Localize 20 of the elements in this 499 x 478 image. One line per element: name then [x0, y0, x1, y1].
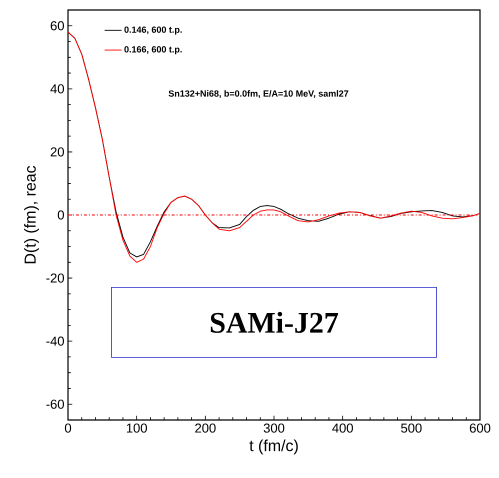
annotation: Sn132+Ni68, b=0.0fm, E/A=10 MeV, saml27 — [168, 90, 348, 98]
y-tick-label: 0 — [58, 210, 64, 220]
x-tick-label: 600 — [470, 424, 490, 433]
x-tick-label: 400 — [332, 424, 353, 433]
y-tick-label: -20 — [46, 273, 64, 283]
x-tick-label: 100 — [126, 424, 147, 433]
x-tick-label: 200 — [195, 424, 216, 433]
y-tick-label: 40 — [50, 84, 64, 94]
x-axis-title: t (fm/c) — [249, 440, 298, 454]
legend-label: 0.146, 600 t.p. — [124, 26, 182, 35]
x-tick-label: 300 — [264, 424, 284, 433]
y-tick-label: -40 — [46, 336, 64, 346]
annotation: SAMi-J27 — [210, 312, 338, 333]
x-tick-label: 0 — [64, 424, 72, 433]
y-tick-label: 60 — [50, 21, 64, 30]
y-tick-label: -60 — [46, 400, 64, 409]
x-tick-label: 500 — [401, 424, 422, 433]
legend-label: 0.166, 600 t.p. — [124, 46, 182, 54]
y-tick-label: 20 — [50, 147, 64, 156]
y-axis-title: D(t) (fm), reac — [24, 166, 39, 264]
